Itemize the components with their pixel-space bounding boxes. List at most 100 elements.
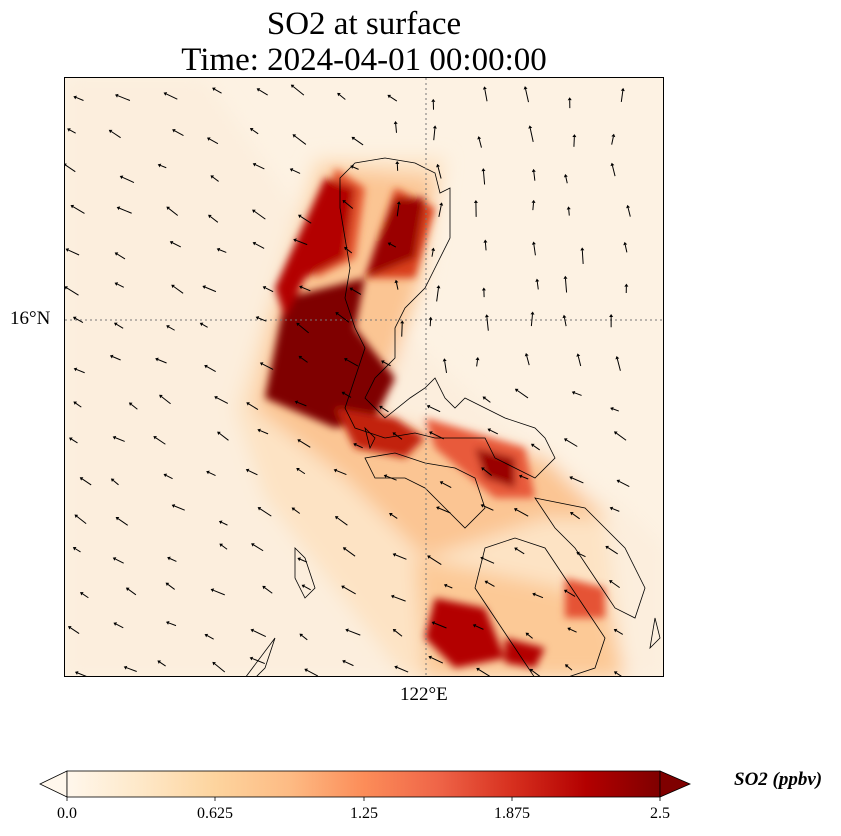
wind-arrow (116, 253, 126, 260)
colorbar-extend-min (39, 770, 68, 798)
wind-arrow-head (163, 473, 168, 478)
wind-arrow (161, 396, 171, 405)
wind-arrow-head (109, 354, 114, 359)
wind-arrow (221, 521, 228, 526)
wind-arrow (352, 166, 359, 170)
wind-arrow-head (530, 443, 535, 448)
wind-arrow-head (115, 93, 119, 98)
wind-arrow (564, 278, 568, 293)
wind-arrow (525, 88, 529, 103)
wind-arrow (337, 313, 350, 323)
wind-arrow (478, 669, 491, 676)
wind-arrow-head (400, 320, 405, 324)
wind-arrow-head (431, 621, 436, 625)
wind-arrow-head (125, 587, 130, 591)
wind-arrow-head (249, 656, 254, 661)
wind-arrow-head (344, 358, 348, 362)
wind-arrow-head (620, 87, 625, 92)
wind-arrow (115, 623, 124, 629)
wind-arrow-head (294, 400, 299, 405)
wind-arrow (119, 207, 132, 214)
wind-arrow (527, 634, 533, 639)
wind-arrow (581, 250, 584, 264)
wind-arrow (111, 131, 121, 139)
wind-arrow (355, 444, 363, 449)
wind-arrow-head (613, 671, 618, 675)
wind-arrow-head (219, 543, 224, 547)
wind-arrow-head (395, 160, 400, 165)
wind-arrow-head (528, 125, 533, 129)
wind-arrow (611, 165, 616, 177)
wind-arrow-head (108, 129, 113, 134)
wind-arrow-head (475, 357, 480, 361)
wind-arrow-head (613, 431, 618, 435)
wind-arrow (208, 472, 216, 477)
wind-arrow (483, 505, 494, 511)
wind-arrow (68, 249, 80, 256)
wind-arrow (429, 556, 442, 566)
wind-arrow (66, 287, 79, 296)
wind-arrow (619, 480, 630, 487)
wind-arrow (572, 513, 580, 520)
wind-arrow (300, 216, 312, 224)
wind-arrow-head (292, 134, 297, 138)
wind-arrow (206, 635, 214, 640)
wind-arrow-head (514, 388, 519, 393)
wind-arrow (526, 355, 530, 366)
wind-arrow (394, 433, 403, 440)
wind-arrow (531, 670, 541, 676)
colorbar (39, 770, 692, 801)
wind-arrow-head (472, 624, 477, 628)
wind-arrow-head (566, 206, 571, 210)
wind-arrow-head (73, 401, 78, 405)
wind-arrow-head (204, 633, 209, 638)
wind-arrow (433, 128, 436, 141)
wind-arrow-head (206, 137, 211, 141)
wind-arrow-head (431, 98, 436, 102)
wind-arrow-head (392, 628, 397, 633)
wind-arrow-head (580, 247, 585, 251)
wind-arrow (484, 242, 487, 251)
wind-arrow-head (119, 175, 124, 180)
wind-arrow (533, 244, 536, 256)
coastlines (246, 157, 661, 676)
wind-arrow (574, 392, 582, 396)
wind-arrow (168, 208, 179, 216)
wind-arrow (255, 243, 265, 249)
wind-arrow-head (523, 86, 528, 90)
wind-arrow (252, 129, 259, 135)
wind-arrow-head (613, 628, 618, 633)
wind-arrow-head (436, 285, 441, 289)
wind-arrow (344, 201, 354, 209)
wind-arrow (301, 635, 308, 641)
wind-arrow-head (65, 163, 67, 167)
wind-arrow-head (166, 325, 170, 329)
wind-arrow-head (387, 94, 392, 99)
wind-arrow (345, 548, 356, 557)
wind-arrow-head (345, 628, 349, 633)
wind-arrow-head (249, 128, 254, 132)
wind-vectors (65, 84, 631, 676)
wind-arrow-head (116, 206, 121, 211)
wind-arrow (565, 176, 568, 184)
wind-arrow-head (615, 355, 620, 360)
wind-arrow (77, 672, 87, 676)
wind-arrow-head (609, 580, 613, 584)
wind-arrow-head (427, 555, 431, 559)
wind-arrow-head (114, 282, 119, 286)
wind-arrow (294, 135, 307, 145)
wind-arrow (568, 209, 570, 216)
wind-arrow-head (204, 364, 208, 369)
wind-arrow-head (153, 436, 157, 440)
wind-arrow-head (482, 86, 487, 90)
wind-arrow-head (74, 671, 79, 675)
wind-arrow-head (262, 585, 266, 590)
wind-arrow-head (611, 133, 616, 138)
wind-arrow (82, 593, 89, 599)
wind-arrow (259, 508, 272, 517)
lon-tick-label: 122°E (400, 684, 448, 705)
wind-arrow-head (297, 439, 301, 443)
wind-arrow-head (250, 628, 255, 633)
wind-arrow (532, 202, 535, 211)
wind-arrow (534, 594, 544, 599)
